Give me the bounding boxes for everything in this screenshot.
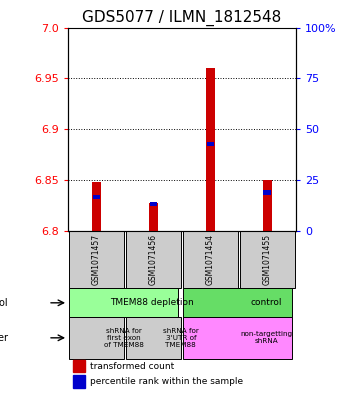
Text: shRNA for
first exon
of TMEM88: shRNA for first exon of TMEM88: [104, 328, 144, 348]
Bar: [183, 317, 292, 358]
Text: non-targetting
shRNA: non-targetting shRNA: [240, 331, 292, 344]
Bar: [72, 360, 85, 372]
Bar: [92, 182, 101, 231]
Bar: [206, 68, 215, 231]
Text: GSM1071455: GSM1071455: [263, 234, 272, 285]
Bar: [183, 288, 292, 317]
Text: percentile rank within the sample: percentile rank within the sample: [90, 377, 243, 386]
Text: GSM1071456: GSM1071456: [149, 234, 158, 285]
Text: GSM1071454: GSM1071454: [206, 234, 215, 285]
Bar: [206, 141, 214, 146]
Text: control: control: [251, 298, 282, 307]
Bar: [263, 180, 272, 231]
Text: TMEM88 depletion: TMEM88 depletion: [110, 298, 194, 307]
Bar: [183, 231, 238, 288]
Bar: [69, 288, 178, 317]
Bar: [149, 203, 158, 231]
Text: shRNA for
3'UTR of
TMEM88: shRNA for 3'UTR of TMEM88: [163, 328, 199, 348]
Bar: [240, 231, 295, 288]
Bar: [92, 195, 100, 198]
Bar: [264, 191, 271, 195]
Text: protocol: protocol: [0, 298, 8, 308]
Text: transformed count: transformed count: [90, 362, 174, 371]
Title: GDS5077 / ILMN_1812548: GDS5077 / ILMN_1812548: [82, 10, 282, 26]
Text: other: other: [0, 333, 8, 343]
Bar: [69, 231, 124, 288]
Bar: [69, 317, 124, 358]
Bar: [150, 202, 157, 206]
Bar: [126, 317, 181, 358]
Bar: [72, 375, 85, 387]
Text: GSM1071457: GSM1071457: [92, 234, 101, 285]
Bar: [126, 231, 181, 288]
